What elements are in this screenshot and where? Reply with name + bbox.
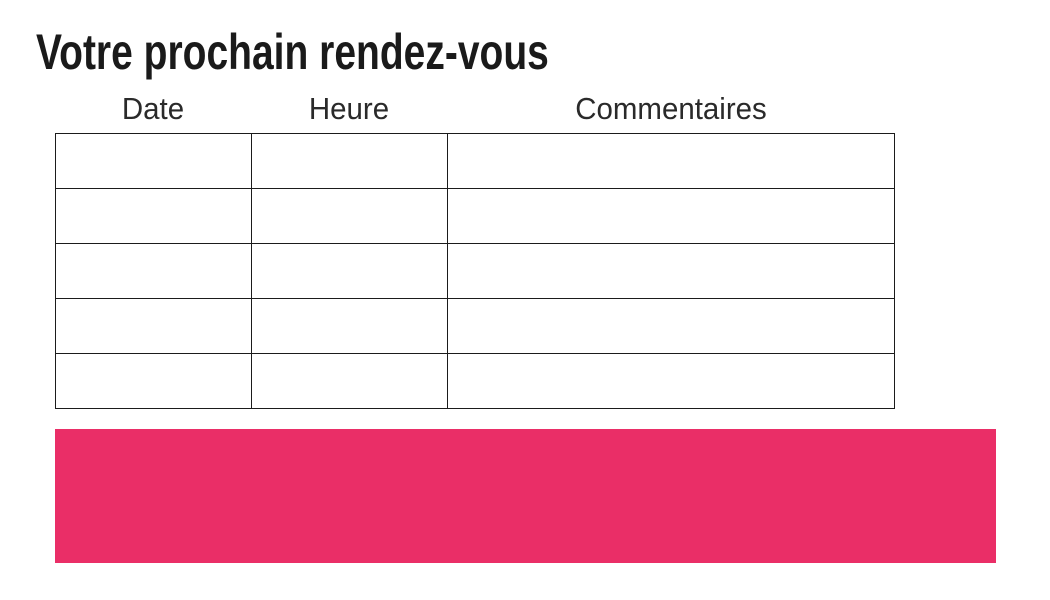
appointments-table [55,133,895,409]
cell-heure [252,244,448,298]
table-row [56,134,894,188]
cell-commentaires [448,299,894,353]
cell-commentaires [448,244,894,298]
table-row [56,243,894,298]
cell-date [56,354,252,408]
cell-heure [252,189,448,243]
cell-date [56,189,252,243]
cell-date [56,134,252,188]
cell-date [56,244,252,298]
cell-heure [252,299,448,353]
cell-date [56,299,252,353]
cell-commentaires [448,354,894,408]
pink-banner [55,429,996,563]
cell-commentaires [448,134,894,188]
table-header-row: Date Heure Commentaires [55,93,895,124]
table-row [56,353,894,408]
column-header-date: Date [121,91,185,126]
page-title: Votre prochain rendez-vous [36,24,549,80]
column-header-heure: Heure [308,91,390,126]
column-header-commentaires: Commentaires [575,91,767,126]
table-row [56,188,894,243]
table-row [56,298,894,353]
cell-commentaires [448,189,894,243]
cell-heure [252,354,448,408]
cell-heure [252,134,448,188]
